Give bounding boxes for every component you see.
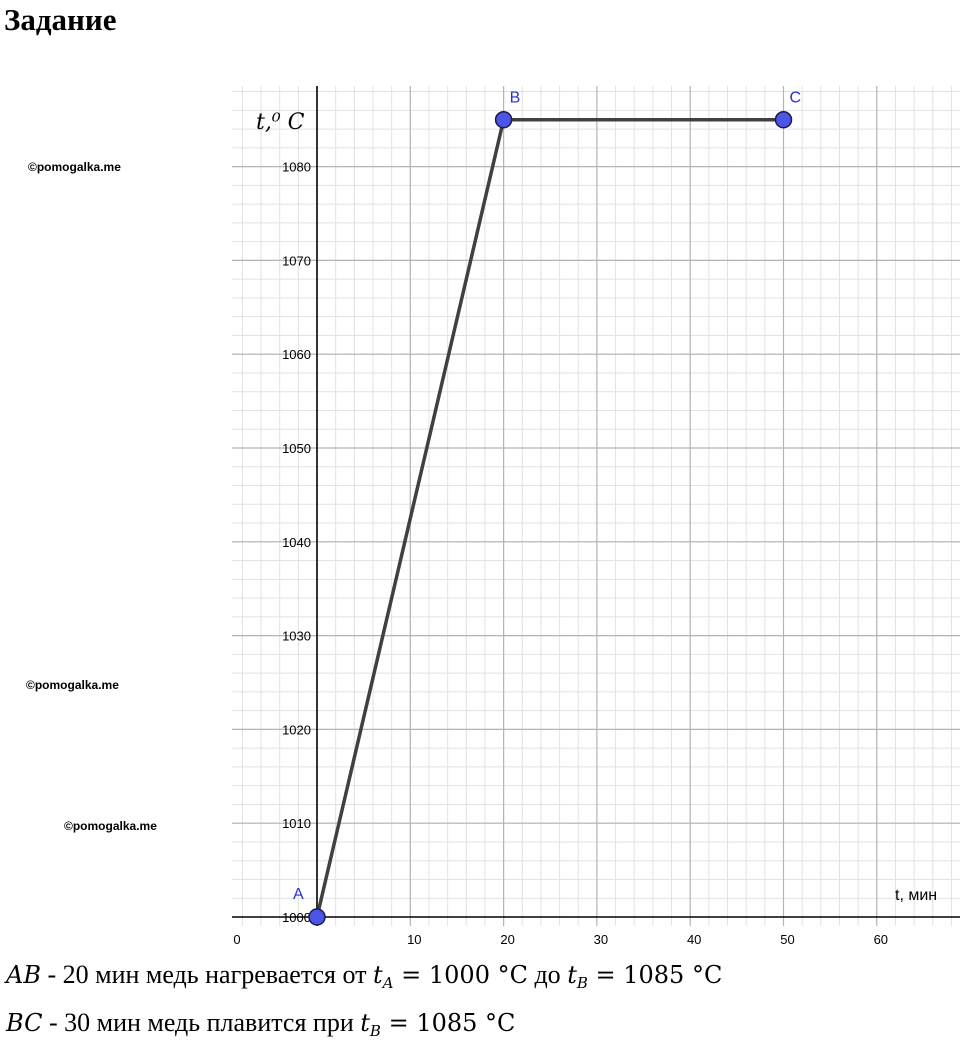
y-tick-label: 1040: [282, 535, 311, 550]
watermark: ©pomogalka.me: [28, 160, 121, 174]
x-tick-label: 60: [874, 932, 888, 947]
point-a: [308, 908, 326, 926]
desc-text: - 30 мин медь плавится при: [42, 1008, 361, 1037]
x-tick-label: 30: [594, 932, 608, 947]
y-tick-label: 1060: [282, 347, 311, 362]
tick-labels: 0 10 20 30 40 50 60100010101020103010401050106…: [233, 160, 888, 947]
desc-text: - 20 мин медь нагревается от: [40, 960, 374, 989]
y-tick-label: 1020: [282, 722, 311, 737]
page-title: Задание: [4, 2, 117, 37]
chart: 0 10 20 30 40 50 60100010101020103010401050106…: [232, 86, 960, 947]
point-label-c: C: [790, 90, 802, 107]
desc-text: до: [527, 960, 568, 989]
watermark: ©pomogalka.me: [64, 819, 157, 833]
y-tick-label: 1070: [282, 253, 311, 268]
y-tick-label: 1080: [282, 160, 311, 175]
x-tick-label: 20: [500, 932, 514, 947]
math-var: t: [360, 1009, 370, 1037]
description-line-2: BC - 30 мин медь плавится при tB = 1085 …: [6, 1008, 515, 1040]
watermark: ©pomogalka.me: [26, 678, 119, 692]
segment-label: BC: [6, 1009, 43, 1037]
math-value: = 1000 °C: [393, 961, 528, 989]
point-label-b: B: [510, 90, 521, 107]
y-tick-label: 1050: [282, 441, 311, 456]
point-b: [494, 110, 513, 129]
segment-line: [315, 117, 784, 918]
x-tick-label: 0: [233, 932, 240, 947]
y-tick-label: 1000: [282, 910, 311, 925]
y-tick-label: 1010: [282, 816, 311, 831]
y-axis-label: t,⁰ C: [256, 110, 305, 135]
segment-label: AB: [6, 961, 41, 989]
series-line: [315, 117, 784, 918]
math-subscript: B: [576, 974, 588, 992]
math-value: = 1085 °C: [380, 1009, 516, 1037]
axes: [232, 86, 960, 926]
math-subscript: A: [382, 974, 394, 992]
grid-minor: [232, 86, 960, 926]
y-tick-label: 1030: [282, 629, 311, 644]
math-var: t: [567, 961, 577, 989]
data-points: A B C: [293, 90, 802, 926]
x-tick-label: 50: [780, 932, 794, 947]
x-tick-label: 40: [687, 932, 701, 947]
point-c: [774, 110, 793, 129]
x-axis-label: t, мин: [895, 887, 937, 904]
description-line-1: AB - 20 мин медь нагревается от tA = 100…: [6, 960, 722, 992]
grid-major: [232, 86, 960, 926]
math-var: t: [373, 961, 383, 989]
math-value: = 1085 °C: [587, 961, 723, 989]
point-label-a: A: [293, 886, 304, 903]
math-subscript: B: [369, 1022, 381, 1040]
x-tick-label: 10: [407, 932, 421, 947]
